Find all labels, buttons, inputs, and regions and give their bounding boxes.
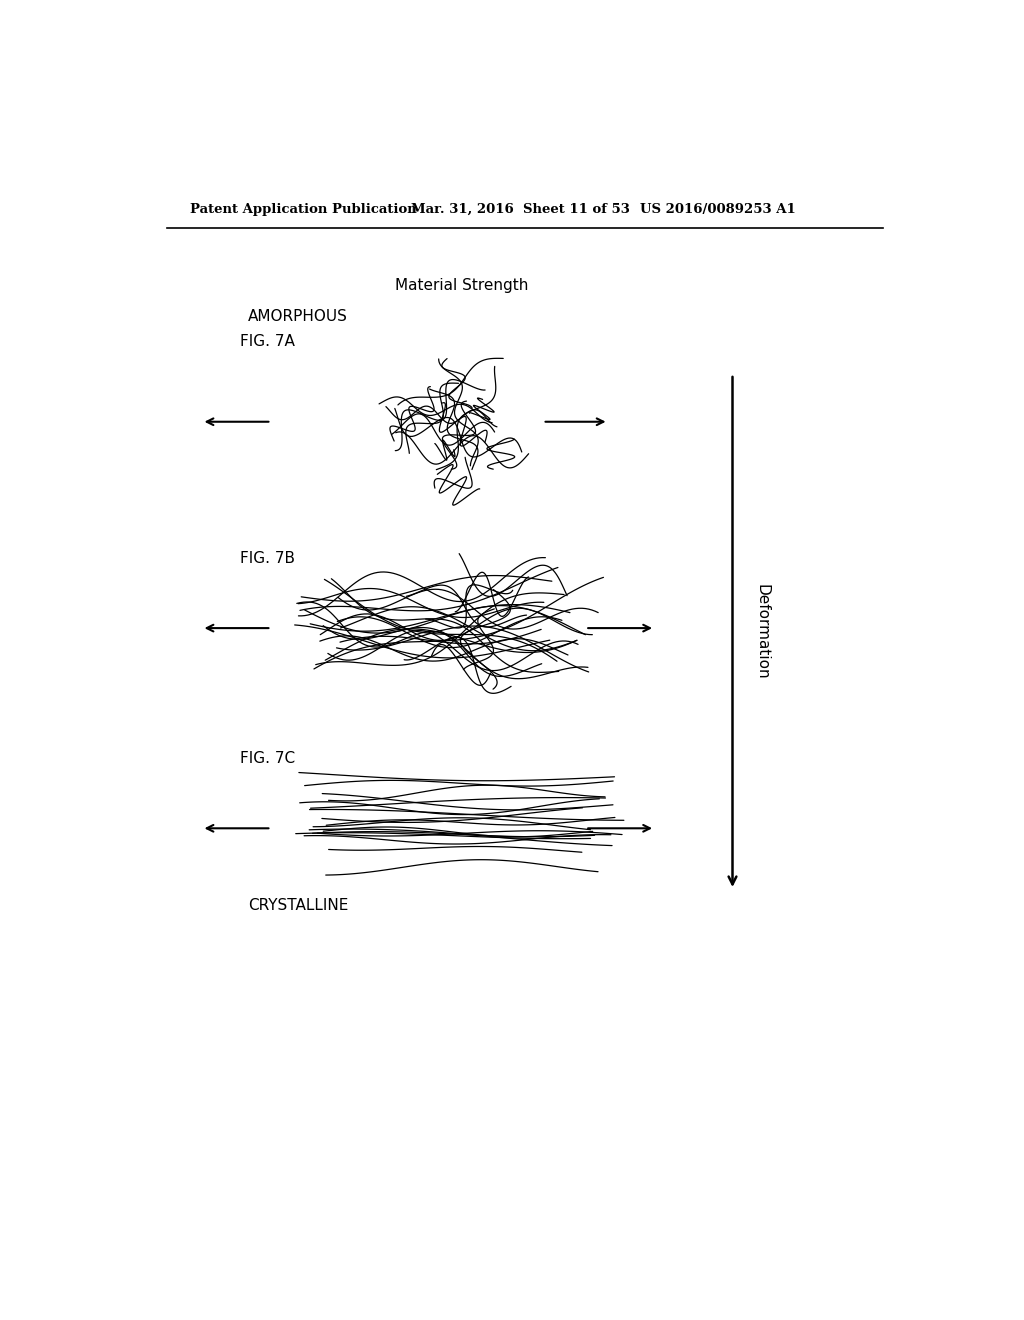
Text: Patent Application Publication: Patent Application Publication <box>190 203 417 216</box>
Text: Mar. 31, 2016  Sheet 11 of 53: Mar. 31, 2016 Sheet 11 of 53 <box>411 203 630 216</box>
Text: US 2016/0089253 A1: US 2016/0089253 A1 <box>640 203 796 216</box>
Text: Material Strength: Material Strength <box>394 277 528 293</box>
Text: AMORPHOUS: AMORPHOUS <box>248 309 348 323</box>
Text: FIG. 7A: FIG. 7A <box>241 334 295 348</box>
Text: Deformation: Deformation <box>755 585 769 680</box>
Text: FIG. 7B: FIG. 7B <box>241 552 295 566</box>
Text: CRYSTALLINE: CRYSTALLINE <box>248 898 348 912</box>
Text: FIG. 7C: FIG. 7C <box>241 751 296 767</box>
